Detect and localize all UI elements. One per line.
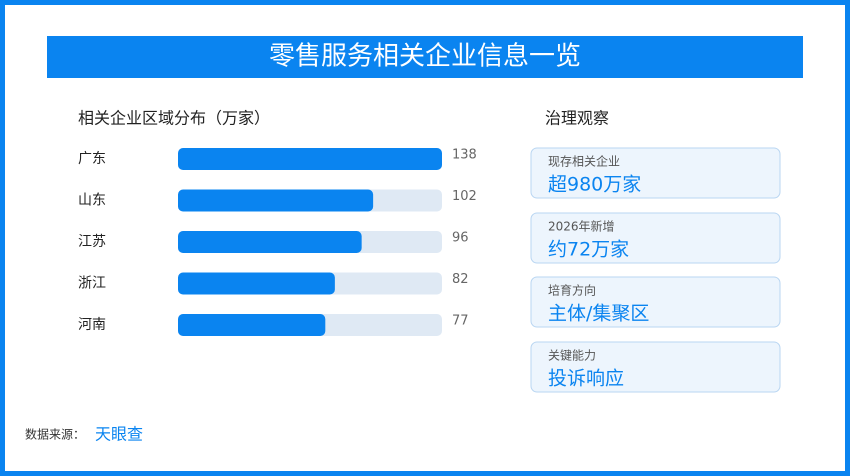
category-label: 浙江	[78, 276, 106, 292]
card-label: 现存相关企业	[548, 154, 620, 169]
card-box	[530, 147, 781, 199]
card-value: 投诉响应	[548, 368, 624, 390]
title-banner	[47, 36, 803, 78]
category-label: 江苏	[78, 234, 106, 250]
card-box	[530, 341, 781, 393]
category-label: 河南	[78, 317, 106, 333]
card-label: 培育方向	[548, 283, 596, 298]
bar	[178, 148, 442, 170]
bar	[178, 314, 326, 336]
bar	[178, 189, 374, 212]
value-label: 77	[452, 314, 469, 329]
category-label: 广东	[78, 151, 106, 167]
card-value: 主体/集聚区	[548, 303, 649, 325]
bar	[178, 231, 362, 253]
page-title: 零售服务相关企业信息一览	[269, 42, 581, 72]
card: 培育方向 主体/集聚区	[530, 276, 781, 328]
cards: 现存相关企业 超980万家 2026年新增 约72万家 培育方向 主体/集聚区 …	[530, 147, 781, 393]
card-value: 约72万家	[548, 239, 629, 261]
card: 2026年新增 约72万家	[530, 212, 781, 264]
card: 关键能力 投诉响应	[530, 341, 781, 393]
bar	[178, 272, 335, 295]
value-label: 96	[452, 231, 469, 246]
value-label: 102	[452, 189, 477, 204]
source-value: 天眼查	[95, 425, 143, 444]
card-box	[530, 276, 781, 328]
card-label: 关键能力	[548, 349, 596, 363]
card-box	[530, 212, 781, 264]
card-value: 超980万家	[548, 174, 641, 196]
panel-title: 治理观察	[545, 109, 609, 128]
chart-title: 相关企业区域分布（万家）	[78, 109, 270, 128]
category-label: 山东	[78, 193, 106, 209]
source-label: 数据来源：	[25, 427, 85, 442]
card: 现存相关企业 超980万家	[530, 147, 781, 199]
value-label: 138	[452, 148, 477, 163]
value-label: 82	[452, 272, 469, 287]
card-label: 2026年新增	[548, 219, 615, 234]
